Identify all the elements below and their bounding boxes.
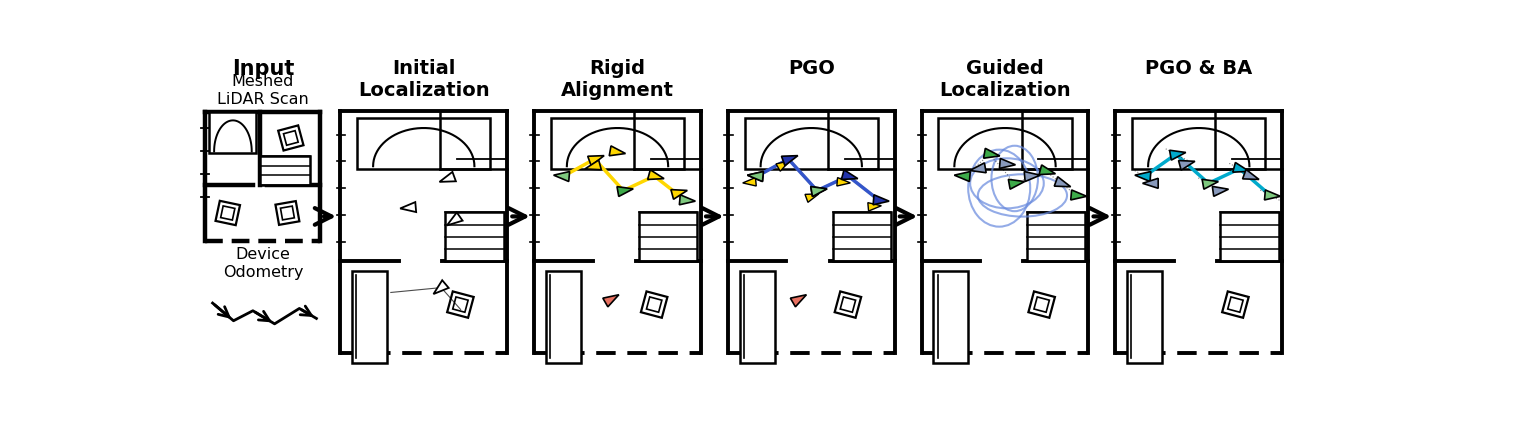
Polygon shape bbox=[452, 297, 469, 312]
Polygon shape bbox=[776, 161, 789, 171]
Polygon shape bbox=[1034, 297, 1049, 312]
Bar bbox=[832, 213, 892, 261]
Polygon shape bbox=[791, 295, 806, 307]
Polygon shape bbox=[588, 156, 605, 165]
Polygon shape bbox=[840, 297, 855, 312]
Bar bbox=[446, 213, 504, 261]
Polygon shape bbox=[603, 295, 618, 307]
Bar bbox=[1026, 213, 1086, 261]
Text: Input: Input bbox=[232, 59, 295, 79]
Text: Rigid
Alignment: Rigid Alignment bbox=[560, 59, 673, 100]
Polygon shape bbox=[284, 131, 298, 145]
Polygon shape bbox=[1038, 165, 1055, 175]
Polygon shape bbox=[1170, 150, 1186, 160]
Polygon shape bbox=[983, 148, 1000, 158]
Text: Device
Odometry: Device Odometry bbox=[223, 247, 304, 280]
Polygon shape bbox=[646, 297, 661, 312]
Bar bbox=[353, 271, 388, 363]
Polygon shape bbox=[680, 195, 695, 205]
Polygon shape bbox=[1054, 177, 1070, 187]
Polygon shape bbox=[447, 213, 463, 225]
Polygon shape bbox=[1212, 187, 1229, 196]
Polygon shape bbox=[1264, 190, 1281, 200]
Polygon shape bbox=[1142, 178, 1157, 188]
Polygon shape bbox=[400, 202, 417, 212]
Polygon shape bbox=[554, 172, 570, 182]
Polygon shape bbox=[215, 201, 240, 225]
Bar bbox=[745, 118, 878, 169]
Text: Initial
Localization: Initial Localization bbox=[357, 59, 490, 100]
Polygon shape bbox=[811, 187, 828, 197]
Polygon shape bbox=[281, 206, 295, 220]
Bar bbox=[551, 118, 684, 169]
Bar bbox=[933, 271, 968, 363]
Polygon shape bbox=[835, 291, 861, 318]
Bar bbox=[640, 213, 698, 261]
Polygon shape bbox=[641, 291, 667, 318]
Polygon shape bbox=[275, 201, 299, 225]
Polygon shape bbox=[447, 291, 473, 318]
Polygon shape bbox=[954, 172, 970, 182]
Text: PGO & BA: PGO & BA bbox=[1145, 59, 1252, 78]
Polygon shape bbox=[609, 146, 626, 156]
Polygon shape bbox=[970, 163, 986, 173]
Polygon shape bbox=[1008, 180, 1025, 189]
Polygon shape bbox=[1232, 162, 1249, 172]
Polygon shape bbox=[782, 156, 799, 165]
Bar bbox=[1132, 118, 1266, 169]
Polygon shape bbox=[837, 178, 851, 186]
Polygon shape bbox=[1135, 172, 1151, 182]
Polygon shape bbox=[867, 203, 881, 211]
Polygon shape bbox=[1202, 180, 1219, 189]
Polygon shape bbox=[1228, 297, 1243, 312]
Text: Guided
Localization: Guided Localization bbox=[939, 59, 1070, 100]
Polygon shape bbox=[811, 187, 828, 197]
Bar bbox=[357, 118, 490, 169]
Polygon shape bbox=[221, 206, 235, 220]
Polygon shape bbox=[1025, 172, 1040, 182]
Bar bbox=[1220, 213, 1278, 261]
Polygon shape bbox=[742, 178, 756, 186]
Polygon shape bbox=[440, 172, 457, 182]
Polygon shape bbox=[747, 172, 764, 182]
Bar bbox=[739, 271, 774, 363]
Bar bbox=[1127, 271, 1162, 363]
Text: Meshed
LiDAR Scan: Meshed LiDAR Scan bbox=[217, 73, 308, 107]
Polygon shape bbox=[1000, 158, 1015, 169]
Polygon shape bbox=[1222, 291, 1249, 318]
Polygon shape bbox=[841, 170, 858, 180]
Bar bbox=[260, 156, 310, 184]
Polygon shape bbox=[873, 195, 889, 205]
Text: PGO: PGO bbox=[788, 59, 835, 78]
Polygon shape bbox=[617, 187, 634, 197]
Polygon shape bbox=[747, 172, 764, 182]
Bar bbox=[209, 112, 257, 154]
Polygon shape bbox=[670, 190, 687, 199]
Bar bbox=[939, 118, 1072, 169]
Polygon shape bbox=[278, 125, 304, 150]
Polygon shape bbox=[1243, 169, 1258, 180]
Polygon shape bbox=[585, 160, 602, 170]
Polygon shape bbox=[1179, 161, 1196, 170]
Polygon shape bbox=[805, 194, 818, 202]
Polygon shape bbox=[1028, 291, 1055, 318]
Bar bbox=[545, 271, 580, 363]
Polygon shape bbox=[1070, 190, 1087, 200]
Polygon shape bbox=[647, 170, 664, 180]
Polygon shape bbox=[434, 280, 449, 294]
